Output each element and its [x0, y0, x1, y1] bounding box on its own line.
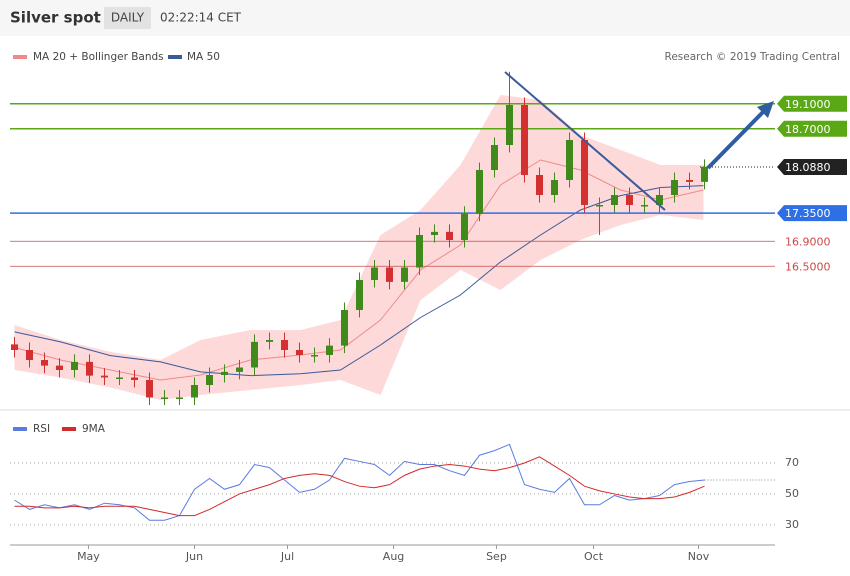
candle-body [281, 340, 288, 350]
candle-body [176, 397, 183, 399]
level-box [777, 120, 847, 137]
candle-body [476, 170, 483, 214]
trend-line [504, 71, 666, 211]
main-layer: 19.1000 18.7000 18.0880 17.3500 16.9000 16.50… [10, 71, 847, 405]
chart-title: Silver spot [10, 9, 101, 27]
candle-body [311, 355, 318, 357]
x-tick-label: Jul [280, 550, 294, 563]
candle-body [116, 377, 123, 379]
legend-label: RSI [33, 423, 50, 435]
forecast-arrow [706, 109, 766, 170]
candle-body [671, 180, 678, 195]
legend-swatch [13, 427, 27, 431]
candle-body [296, 350, 303, 355]
candle-body [461, 213, 468, 240]
candle-body [371, 267, 378, 280]
candle-body [101, 375, 108, 378]
ma50-line [14, 185, 704, 377]
level-box [777, 95, 847, 112]
candle-body [11, 344, 18, 350]
candle-body [236, 367, 243, 372]
candle-body [26, 350, 33, 360]
candle-body [521, 105, 528, 175]
rsi-tick-label: 30 [785, 518, 799, 531]
legend-swatch [168, 55, 182, 59]
level-label: 19.1000 [785, 98, 831, 111]
candle-body [506, 105, 513, 145]
candle-body [146, 380, 153, 398]
x-tick-label: Sep [486, 550, 507, 563]
candle-body [191, 385, 198, 398]
legend-swatch [13, 55, 27, 59]
period-box [104, 7, 151, 29]
x-tick-label: May [77, 550, 100, 563]
candle-body [221, 371, 228, 375]
rsi-tick-label: 50 [785, 487, 799, 500]
candle-body [596, 205, 603, 207]
level-label: 18.0880 [785, 161, 831, 174]
candle-body [581, 140, 588, 205]
candle-body [251, 341, 258, 368]
candle-body [446, 231, 453, 240]
candle-body [401, 267, 408, 282]
bollinger-band [14, 95, 704, 400]
level-label: 16.5000 [785, 260, 831, 273]
level-box [777, 159, 847, 175]
candle-body [386, 267, 393, 282]
candle-body [551, 180, 558, 195]
candle-body [491, 145, 498, 170]
rsi-line [14, 456, 705, 517]
candle-body [161, 397, 168, 399]
candle-body [656, 195, 663, 205]
candle-body [641, 205, 648, 207]
legend-label: MA 50 [187, 51, 220, 63]
period: DAILY [111, 11, 145, 25]
candle-body [41, 360, 48, 366]
candle-body [71, 361, 78, 370]
candle-body [86, 361, 93, 376]
legend-swatch [62, 427, 76, 431]
x-tick-label: Jun [185, 550, 203, 563]
candle-body [626, 195, 633, 205]
candle-body [686, 180, 693, 182]
time: 02:22:14 CET [160, 11, 242, 25]
candle-body [206, 375, 213, 385]
candle-body [416, 235, 423, 268]
x-tick-label: Oct [584, 550, 604, 563]
level-label: 18.7000 [785, 123, 831, 136]
candle-body [341, 310, 348, 346]
legend-label: MA 20 + Bollinger Bands [33, 51, 164, 63]
level-label: 16.9000 [785, 235, 831, 248]
candle-body [566, 140, 573, 180]
candle-body [131, 377, 138, 380]
rsi-tick-label: 70 [785, 456, 799, 469]
level-label: 17.3500 [785, 207, 831, 220]
candle-body [701, 166, 708, 182]
rsi-line [14, 443, 705, 521]
x-tick-label: Aug [383, 550, 404, 563]
background-layer [14, 95, 704, 400]
candle-body [326, 345, 333, 355]
candle-body [266, 340, 273, 342]
credit: Research © 2019 Trading Central [665, 51, 841, 63]
legend-label: 9MA [82, 423, 106, 435]
candle-body [611, 195, 618, 205]
candle-body [536, 175, 543, 195]
candle-body [431, 231, 438, 235]
candle-body [356, 280, 363, 310]
ma20-line [14, 159, 704, 381]
arrow-head [757, 101, 774, 118]
candle-body [56, 365, 63, 370]
x-tick-label: Nov [688, 550, 710, 563]
level-box [777, 205, 847, 222]
